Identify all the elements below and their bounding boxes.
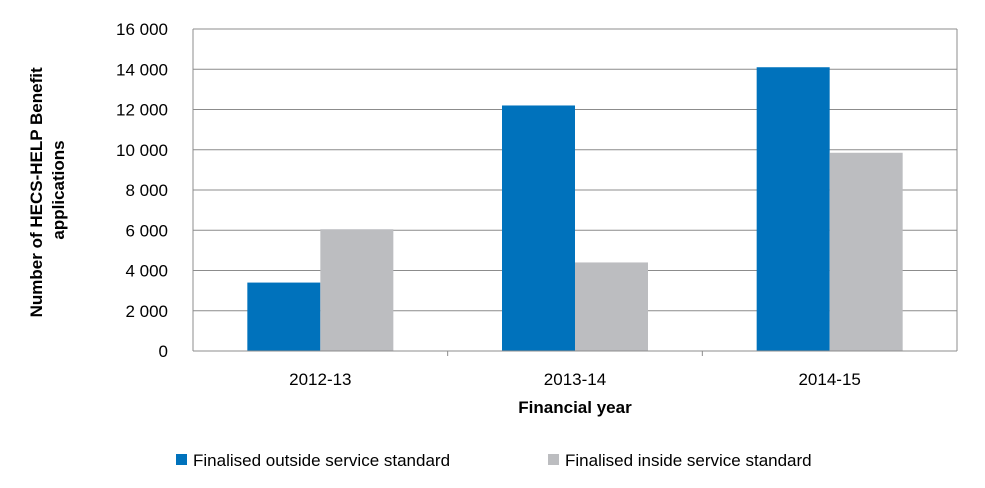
x-tick-label: 2014-15 xyxy=(798,370,860,389)
y-tick-label: 14 000 xyxy=(116,60,168,79)
bar-outside-2014-15 xyxy=(756,67,830,352)
bar-inside-2014-15 xyxy=(829,152,903,351)
axes xyxy=(192,29,958,356)
y-tick-label: 16 000 xyxy=(116,20,168,39)
bar-outside-2013-14 xyxy=(502,105,575,351)
bars xyxy=(247,67,903,352)
y-tick-label: 12 000 xyxy=(116,101,168,120)
legend-label-outside: Finalised outside service standard xyxy=(193,451,450,470)
y-tick-label: 6 000 xyxy=(125,221,168,240)
legend-label-inside: Finalised inside service standard xyxy=(565,451,812,470)
y-axis-title-line-2: applications xyxy=(49,140,68,239)
y-tick-label: 4 000 xyxy=(125,262,168,281)
y-tick-label: 10 000 xyxy=(116,141,168,160)
y-tick-label: 8 000 xyxy=(125,181,168,200)
bar-outside-2012-13 xyxy=(247,282,321,351)
y-tick-label: 0 xyxy=(159,342,168,361)
y-tick-label: 2 000 xyxy=(125,302,168,321)
tick-labels: 0 2 000 4 000 6 000 8 000 10 000 12 000 14 000 1… xyxy=(116,20,861,389)
x-tick-label: 2013-14 xyxy=(544,370,606,389)
legend-swatch-inside xyxy=(548,454,559,465)
x-axis-title: Financial year xyxy=(518,398,632,417)
legend-swatch-outside xyxy=(176,454,187,465)
y-axis-title-line-1: Number of HECS-HELP Benefit xyxy=(27,67,46,317)
y-axis-title: Number of HECS-HELP Benefit applications xyxy=(27,63,68,318)
bar-inside-2013-14 xyxy=(575,262,648,351)
legend: Finalised outside service standard Final… xyxy=(176,451,812,470)
bar-inside-2012-13 xyxy=(320,229,394,351)
x-tick-label: 2012-13 xyxy=(289,370,351,389)
